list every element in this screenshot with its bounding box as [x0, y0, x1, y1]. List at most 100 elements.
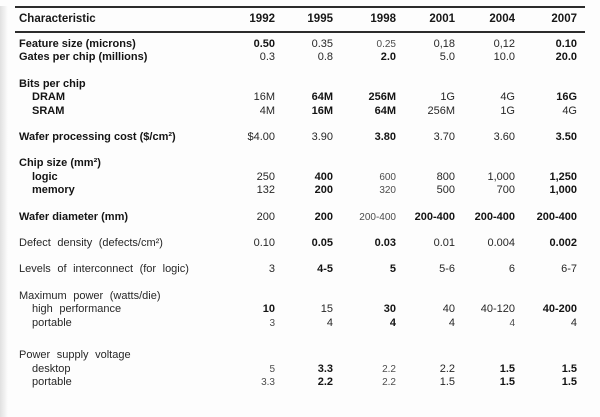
column-header-characteristic: Characteristic [15, 7, 218, 33]
cell-value: 3.3 [317, 362, 333, 375]
cell-value: 256M [368, 91, 396, 104]
cell-value: 40-200 [542, 303, 577, 316]
row-label: Levels of interconnect (for logic) [19, 263, 189, 276]
row-label: DRAM [32, 91, 65, 104]
cell-value: 0.8 [317, 51, 333, 64]
cell-value: 0,12 [493, 38, 515, 50]
table-header-row: Characteristic 1992 1995 1998 2001 2004 … [15, 7, 585, 33]
cell-value: 200 [256, 210, 275, 223]
cell-value: 1G [500, 104, 515, 117]
cell-value: 0.25 [376, 39, 396, 50]
cell-value: 6 [508, 263, 515, 276]
cell-value: 200-400 [536, 210, 577, 223]
cell-value: 0,18 [433, 38, 455, 50]
row-label: logic [32, 170, 58, 183]
cell-value: 1,000 [549, 184, 577, 197]
cell-value: 6-7 [561, 263, 577, 276]
column-header-year-2001: 2001 [396, 7, 455, 33]
table-row-wafer-diameter: Wafer diameter (mm) 200 200 200-400 200-… [15, 198, 585, 224]
cell-value: 5 [269, 363, 275, 375]
cell-value: 1.5 [499, 375, 515, 388]
cell-value: 250 [256, 170, 275, 183]
cell-value: 700 [496, 184, 515, 197]
cell-value: 4G [562, 104, 577, 117]
table-section-maximum-power: Maximum power (watts/die) [15, 277, 585, 303]
cell-value: 200-400 [414, 210, 455, 223]
table-section-power-supply-voltage: Power supply voltage [15, 330, 585, 362]
table-section-chip-size: Chip size (mm²) [15, 144, 585, 170]
cell-value: 1.5 [439, 375, 455, 388]
cell-value: 3.3 [261, 376, 275, 388]
cell-value: 5-6 [439, 263, 455, 276]
row-label: portable [32, 375, 72, 388]
table-row-sram: SRAM 4M 16M 64M 256M 1G 4G [15, 105, 585, 118]
cell-value: 16M [253, 91, 275, 104]
cell-value: 16G [556, 91, 577, 104]
cell-value: 15 [320, 303, 333, 316]
table-row-dram: DRAM 16M 64M 256M 1G 4G 16G [15, 91, 585, 104]
row-label: desktop [32, 362, 71, 375]
cell-value: 2.2 [317, 375, 333, 388]
cell-value: 10.0 [493, 51, 515, 64]
row-label: Defect density (defects/cm²) [19, 237, 163, 250]
section-label: Chip size (mm²) [19, 157, 101, 170]
cell-value: 500 [436, 184, 455, 197]
row-label: Wafer processing cost ($/cm²) [19, 131, 176, 144]
column-header-year-1992: 1992 [218, 7, 275, 33]
row-label: Wafer diameter (mm) [19, 210, 129, 223]
cell-value: 1,250 [549, 170, 577, 183]
column-header-year-1998: 1998 [333, 7, 396, 33]
column-header-year-2004: 2004 [455, 7, 515, 33]
row-label: Gates per chip (millions) [19, 51, 148, 64]
column-header-year-2007: 2007 [515, 7, 585, 33]
cell-value: 1.5 [499, 362, 515, 375]
cell-value: 800 [436, 170, 455, 183]
cell-value: 0.10 [253, 237, 275, 250]
cell-value: 4-5 [317, 263, 333, 276]
cell-value: 1.5 [561, 362, 577, 375]
cell-value: 20.0 [555, 51, 577, 64]
cell-value: 4 [448, 316, 455, 329]
cell-value: 4 [389, 316, 396, 329]
row-label: Feature size (microns) [19, 38, 136, 50]
section-label: Bits per chip [19, 77, 86, 90]
cell-value: 2.2 [382, 363, 396, 375]
cell-value: 4 [326, 316, 333, 329]
column-header-year-1995: 1995 [275, 7, 333, 33]
table-row-logic: logic 250 400 600 800 1,000 1,250 [15, 171, 585, 184]
cell-value: 0.05 [311, 237, 333, 250]
cell-value: 4 [509, 317, 515, 329]
cell-value: 1G [440, 91, 455, 104]
scan-edge-shadow [0, 6, 8, 417]
cell-value: 64M [374, 104, 396, 117]
cell-value: 320 [379, 185, 396, 197]
cell-value: 2.2 [382, 376, 396, 388]
cell-value: 0.35 [311, 38, 333, 50]
cell-value: 0.10 [555, 38, 577, 50]
cell-value: $4.00 [247, 131, 275, 144]
table-row-high-performance: high performance 10 15 30 40 40-120 40-2… [15, 303, 585, 316]
cell-value: 200-400 [474, 210, 515, 223]
cell-value: 10 [262, 303, 275, 316]
table-row-feature-size: Feature size (microns) 0.50 0.35 0.25 0,… [15, 32, 585, 51]
cell-value: 3 [268, 263, 275, 276]
cell-value: 256M [427, 104, 455, 117]
row-label: portable [32, 316, 72, 329]
cell-value: 4G [500, 91, 515, 104]
row-label: high performance [32, 303, 122, 316]
cell-value: 2.2 [439, 362, 455, 375]
cell-value: 200-400 [359, 211, 396, 223]
section-label: Power supply voltage [19, 349, 131, 362]
cell-value: 40 [442, 303, 455, 316]
cell-value: 30 [383, 303, 396, 316]
table-row-voltage-portable: portable 3.3 2.2 2.2 1.5 1.5 1.5 [15, 376, 585, 389]
cell-value: 1.5 [561, 375, 577, 388]
cell-value: 40-120 [480, 303, 515, 316]
cell-value: 0.3 [259, 51, 275, 64]
cell-value: 1,000 [487, 170, 515, 183]
cell-value: 600 [379, 171, 396, 183]
table-row-memory: memory 132 200 320 500 700 1,000 [15, 184, 585, 197]
table-row-wafer-processing-cost: Wafer processing cost ($/cm²) $4.00 3.90… [15, 118, 585, 144]
cell-value: 0.002 [549, 237, 577, 250]
cell-value: 0.50 [253, 38, 275, 50]
